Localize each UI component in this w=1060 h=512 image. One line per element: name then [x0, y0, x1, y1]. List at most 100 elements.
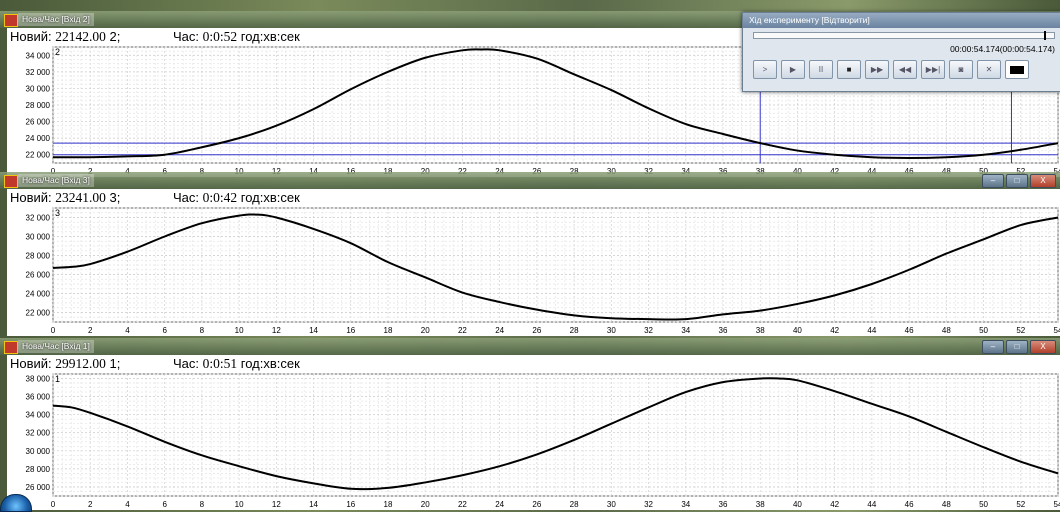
x-tick-label: 40: [793, 167, 802, 176]
x-tick-label: 34: [681, 500, 690, 509]
window-title: Нова/Час [Вхід 2]: [18, 13, 94, 26]
x-tick-label: 14: [309, 326, 318, 335]
channel-tag: 2: [55, 47, 60, 57]
x-tick-label: 24: [495, 500, 504, 509]
x-tick-label: 50: [979, 326, 988, 335]
x-tick-label: 0: [51, 167, 56, 176]
x-tick-label: 26: [532, 167, 541, 176]
y-tick-label: 36 000: [26, 393, 51, 402]
window-titlebar[interactable]: Нова/Час [Вхід 1] – □ X: [0, 338, 1060, 355]
x-tick-label: 38: [756, 326, 765, 335]
stop-button[interactable]: ■: [837, 60, 861, 79]
x-tick-label: 54: [1054, 500, 1060, 509]
window-title: Нова/Час [Вхід 1]: [18, 340, 94, 353]
x-tick-label: 40: [793, 500, 802, 509]
y-tick-label: 38 000: [26, 375, 51, 384]
time-readout: Час: 0:0:51 год:хв:сек: [173, 356, 300, 371]
y-tick-label: 28 000: [26, 101, 51, 110]
x-tick-label: 8: [200, 326, 205, 335]
step-button[interactable]: ▶▶|: [921, 60, 945, 79]
pause-button[interactable]: II: [809, 60, 833, 79]
series-line: [52, 377, 1059, 491]
record-button[interactable]: ◙: [949, 60, 973, 79]
maximize-button[interactable]: □: [1006, 174, 1028, 188]
window-controls: – □ X: [982, 174, 1056, 188]
rewind-button[interactable]: ◀◀: [893, 60, 917, 79]
x-tick-label: 30: [607, 326, 616, 335]
x-tick-label: 20: [421, 167, 430, 176]
x-tick-label: 10: [235, 326, 244, 335]
cancel-button[interactable]: ✕: [977, 60, 1001, 79]
experiment-player-dialog[interactable]: Хід експерименту [Відтворити] 00:00:54.1…: [742, 12, 1060, 92]
x-tick-label: 12: [272, 167, 281, 176]
maximize-button[interactable]: □: [1006, 340, 1028, 354]
x-tick-label: 54: [1054, 167, 1060, 176]
chart-window-input-1[interactable]: Нова/Час [Вхід 1] – □ X Новий: 29912.00 …: [0, 338, 1060, 510]
x-tick-label: 50: [979, 500, 988, 509]
x-tick-label: 36: [719, 326, 728, 335]
x-tick-label: 18: [384, 326, 393, 335]
x-tick-label: 2: [88, 500, 93, 509]
player-controls: > ▶ II ■ ▶▶ ◀◀ ▶▶| ◙ ✕: [753, 60, 1029, 79]
fast-forward-button[interactable]: ▶▶: [865, 60, 889, 79]
close-button[interactable]: X: [1030, 340, 1056, 354]
app-icon: [4, 175, 18, 188]
x-tick-label: 48: [942, 326, 951, 335]
window-titlebar[interactable]: Нова/Час [Вхід 3] – □ X: [0, 172, 1060, 189]
x-tick-label: 16: [346, 167, 355, 176]
x-tick-label: 36: [719, 500, 728, 509]
x-tick-label: 32: [644, 167, 653, 176]
x-tick-label: 26: [532, 500, 541, 509]
play-button[interactable]: ▶: [781, 60, 805, 79]
y-tick-label: 26 000: [26, 483, 51, 492]
display-button[interactable]: [1005, 60, 1029, 79]
x-tick-label: 2: [88, 167, 93, 176]
series-line: [52, 48, 1059, 160]
x-tick-label: 0: [51, 326, 56, 335]
x-tick-label: 6: [162, 326, 167, 335]
x-tick-label: 6: [162, 167, 167, 176]
y-tick-label: 24 000: [26, 134, 51, 143]
chart-area[interactable]: 26 000 28 000 30 000 32 000 34 000 36 000 38 0…: [7, 372, 1060, 510]
x-tick-label: 44: [867, 167, 876, 176]
x-tick-label: 54: [1054, 326, 1060, 335]
window-title: Нова/Час [Вхід 3]: [18, 174, 94, 187]
taskbar: [0, 494, 32, 512]
x-tick-label: 32: [644, 326, 653, 335]
x-tick-label: 4: [125, 326, 130, 335]
x-tick-label: 18: [384, 500, 393, 509]
x-tick-label: 52: [1016, 500, 1025, 509]
x-tick-label: 48: [942, 167, 951, 176]
line-chart-channel-1[interactable]: 26 000 28 000 30 000 32 000 34 000 36 000 38 0…: [7, 372, 1060, 510]
time-readout: Час: 0:0:52 год:хв:сек: [173, 29, 300, 44]
progress-thumb[interactable]: [1044, 31, 1046, 40]
player-title[interactable]: Хід експерименту [Відтворити]: [743, 13, 1060, 28]
x-tick-label: 46: [905, 500, 914, 509]
value-readout: Новий: 22142.00 2;: [10, 29, 121, 44]
x-tick-label: 4: [125, 167, 130, 176]
playback-time: 00:00:54.174(00:00:54.174): [950, 44, 1055, 54]
x-tick-label: 14: [309, 167, 318, 176]
minimize-button[interactable]: –: [982, 340, 1004, 354]
y-tick-label: 24 000: [26, 290, 51, 299]
x-tick-label: 42: [830, 500, 839, 509]
x-tick-label: 2: [88, 326, 93, 335]
x-tick-label: 14: [309, 500, 318, 509]
chart-area[interactable]: 22 000 24 000 26 000 28 000 30 000 32 000 0 2 4 6…: [7, 206, 1060, 336]
x-tick-label: 12: [272, 500, 281, 509]
playback-progress-slider[interactable]: [753, 31, 1055, 40]
y-tick-label: 34 000: [26, 411, 51, 420]
x-tick-label: 24: [495, 326, 504, 335]
x-tick-label: 32: [644, 500, 653, 509]
window-controls: – □ X: [982, 340, 1056, 354]
x-tick-label: 18: [384, 167, 393, 176]
y-tick-label: 26 000: [26, 271, 51, 280]
play-slow-button[interactable]: >: [753, 60, 777, 79]
close-button[interactable]: X: [1030, 174, 1056, 188]
minimize-button[interactable]: –: [982, 174, 1004, 188]
x-tick-label: 12: [272, 326, 281, 335]
x-tick-label: 42: [830, 326, 839, 335]
chart-window-input-3[interactable]: Нова/Час [Вхід 3] – □ X Новий: 23241.00 …: [0, 172, 1060, 336]
x-tick-label: 8: [200, 167, 205, 176]
